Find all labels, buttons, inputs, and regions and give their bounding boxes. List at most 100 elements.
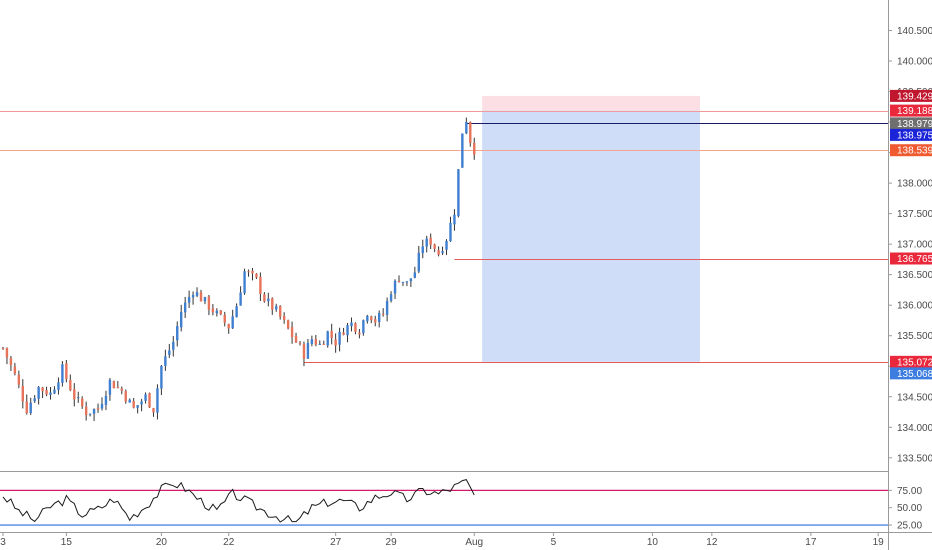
time-tick-label: 12 — [706, 537, 718, 548]
price-badge — [890, 117, 932, 130]
candle-body — [73, 389, 76, 400]
candle-body — [223, 314, 226, 323]
price-tick-label: 136.000 — [897, 301, 932, 312]
price-badge-label: 135.068 — [897, 369, 932, 380]
candle-body — [88, 413, 92, 415]
candle-body — [96, 407, 100, 410]
candle-body — [374, 319, 377, 323]
price-badge-label: 139.188 — [897, 106, 932, 117]
candle-body — [5, 348, 9, 358]
candle-body — [108, 379, 112, 395]
candle-body — [461, 133, 464, 168]
candle-body — [49, 392, 52, 395]
candle-body — [92, 409, 96, 414]
price-tick-label: 134.500 — [897, 392, 932, 403]
position-stop-zone[interactable] — [482, 95, 700, 111]
price-tick-label: 140.500 — [897, 26, 932, 37]
price-badge-label: 135.072 — [897, 357, 932, 368]
candle-body — [417, 252, 420, 272]
candle-body — [314, 339, 318, 345]
candle-body — [275, 306, 278, 310]
candle-body — [385, 300, 389, 315]
price-tick-label: 138.000 — [897, 179, 932, 190]
candle-body — [1, 347, 5, 349]
rsi-indicator-pane[interactable] — [0, 471, 888, 526]
candle-body — [140, 401, 143, 405]
candle-body — [378, 313, 381, 322]
candle-body — [381, 313, 385, 315]
candle-body — [326, 331, 329, 346]
time-tick-label: 10 — [647, 537, 659, 548]
candle-body — [350, 322, 353, 327]
candle-body — [286, 320, 290, 329]
candle-body — [69, 379, 72, 391]
candle-body — [243, 271, 246, 294]
candle-body — [104, 395, 108, 405]
candle-body — [84, 406, 88, 416]
candle-body — [393, 280, 397, 294]
candle-body — [263, 294, 266, 302]
candle-body — [116, 387, 120, 389]
candle-body — [334, 339, 337, 346]
position-target-zone[interactable] — [482, 110, 700, 362]
candle-body — [207, 296, 211, 310]
price-tick-label: 133.500 — [897, 453, 932, 464]
candle-body — [61, 364, 64, 383]
candle-body — [215, 310, 219, 314]
candle-body — [53, 389, 56, 394]
candle-body — [409, 278, 413, 282]
candle-body — [433, 244, 436, 249]
candle-body — [310, 339, 314, 344]
price-badge — [890, 89, 932, 102]
candle-body — [144, 394, 147, 401]
candle-body — [187, 297, 191, 303]
price-tick-label: 134.000 — [897, 423, 932, 434]
short-position-tool[interactable] — [482, 95, 700, 362]
time-tick-label: Aug — [465, 537, 483, 548]
candle-body — [136, 405, 139, 408]
candle-body — [57, 382, 60, 390]
horizontal-lines[interactable] — [0, 111, 888, 363]
candle-body — [152, 408, 155, 413]
candle-body — [45, 390, 48, 395]
time-tick-label: 19 — [873, 537, 885, 548]
candle-body — [195, 292, 199, 296]
candle-body — [370, 316, 373, 321]
candlestick-series — [1, 117, 476, 421]
candle-body — [389, 294, 393, 301]
candle-body — [37, 387, 40, 399]
candle-body — [203, 297, 207, 302]
candle-body — [168, 350, 171, 355]
candle-body — [473, 142, 476, 155]
candle-body — [25, 401, 28, 414]
candle-body — [164, 356, 167, 366]
price-badge-label: 139.429 — [897, 91, 932, 102]
price-tick-label: 140.000 — [897, 57, 932, 68]
price-badge-label: 138.979 — [897, 119, 932, 130]
price-tick-label: 136.500 — [897, 270, 932, 281]
candle-body — [354, 323, 357, 332]
candle-body — [112, 381, 116, 389]
candle-body — [255, 273, 258, 278]
candle-body — [457, 169, 460, 217]
candle-body — [358, 332, 361, 335]
candle-body — [211, 308, 215, 313]
candle-body — [401, 281, 405, 283]
candle-body — [160, 365, 163, 389]
price-badge — [890, 367, 932, 380]
rsi-line[interactable] — [2, 479, 475, 523]
candle-body — [199, 292, 203, 302]
candle-body — [128, 399, 131, 403]
candle-body — [397, 280, 401, 283]
candle-body — [100, 403, 104, 409]
candle-body — [421, 246, 424, 254]
price-badge — [890, 128, 932, 141]
rsi-tick-label: 50.00 — [897, 503, 922, 514]
candle-body — [41, 387, 44, 392]
time-tick-label: 22 — [223, 537, 235, 548]
candle-body — [17, 374, 21, 385]
candle-body — [290, 327, 294, 338]
candle-body — [172, 341, 175, 350]
